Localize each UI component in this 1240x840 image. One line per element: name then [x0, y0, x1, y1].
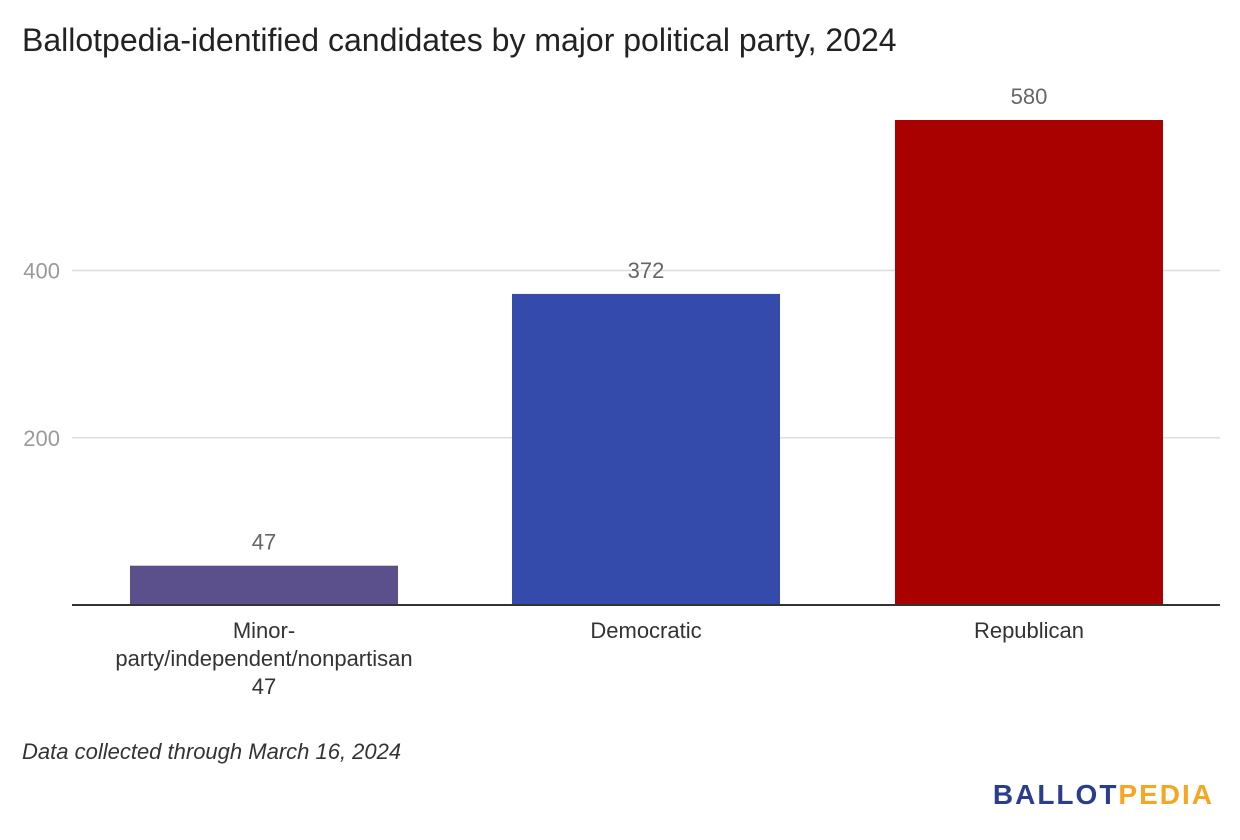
data-label: 580 [1011, 84, 1048, 109]
data-note: Data collected through March 16, 2024 [22, 739, 402, 764]
x-tick-label: party/independent/nonpartisan [115, 646, 412, 671]
logo-text-pedia: PEDIA [1118, 779, 1214, 810]
x-tick-label: Republican [974, 618, 1084, 643]
ballotpedia-logo: BALLOTPEDIA [993, 779, 1214, 811]
y-tick-label: 200 [23, 426, 60, 451]
bar [512, 293, 780, 605]
chart-title: Ballotpedia-identified candidates by maj… [22, 22, 897, 58]
x-tick-label: Minor- [233, 618, 295, 643]
bar [130, 565, 398, 605]
data-label: 372 [628, 258, 665, 283]
y-tick-label: 400 [23, 259, 60, 284]
x-tick-label: 47 [252, 674, 276, 699]
x-tick-label: Democratic [590, 618, 701, 643]
logo-text-ballot: BALLOT [992, 779, 1119, 810]
data-label: 47 [252, 530, 276, 555]
bar [895, 120, 1163, 605]
